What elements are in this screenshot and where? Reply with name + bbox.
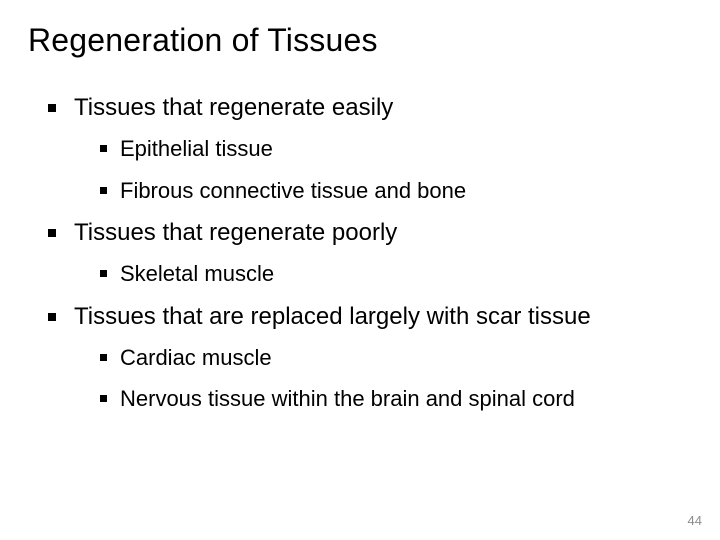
section-heading-text: Tissues that are replaced largely with s…: [74, 303, 591, 330]
slide: Regeneration of Tissues Tissues that reg…: [0, 0, 720, 540]
sub-list: Epithelial tissue Fibrous connective tis…: [74, 135, 692, 204]
sub-list: Skeletal muscle: [74, 260, 692, 288]
section-heading-text: Tissues that regenerate easily: [74, 94, 393, 121]
page-number: 44: [688, 513, 702, 528]
list-item: Fibrous connective tissue and bone: [104, 177, 692, 205]
bullet-list: Tissues that regenerate easily Epithelia…: [28, 93, 692, 413]
slide-title: Regeneration of Tissues: [28, 22, 692, 59]
list-item: Epithelial tissue: [104, 135, 692, 163]
list-item: Skeletal muscle: [104, 260, 692, 288]
section-heading-text: Tissues that regenerate poorly: [74, 219, 397, 246]
sub-list: Cardiac muscle Nervous tissue within the…: [74, 344, 692, 413]
section-heading: Tissues that are replaced largely with s…: [52, 302, 692, 413]
section-heading: Tissues that regenerate poorly Skeletal …: [52, 218, 692, 288]
list-item: Cardiac muscle: [104, 344, 692, 372]
list-item: Nervous tissue within the brain and spin…: [104, 385, 692, 413]
section-heading: Tissues that regenerate easily Epithelia…: [52, 93, 692, 204]
